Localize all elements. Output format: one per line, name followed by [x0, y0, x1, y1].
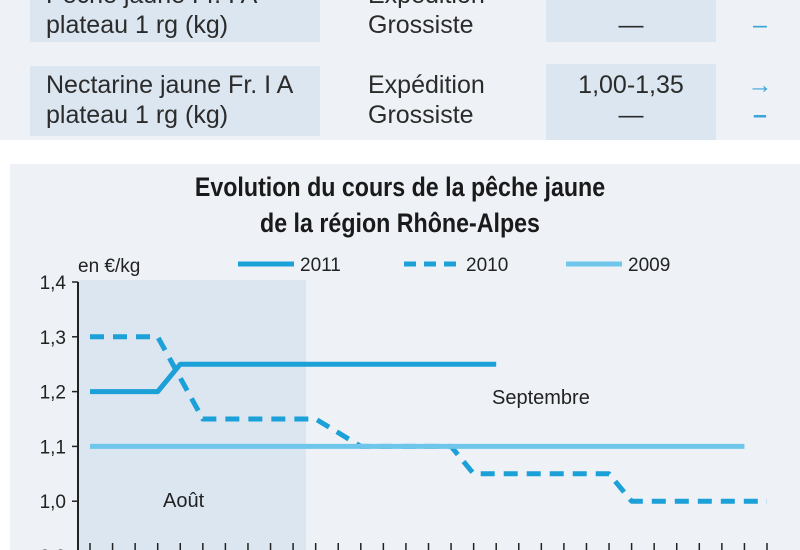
- product-cell: Pêche jaune Fr. I A plateau 1 rg (kg): [30, 0, 320, 42]
- price-grossiste: —: [618, 101, 644, 129]
- y-tick-label: 1,0: [40, 492, 66, 513]
- stage-grossiste: Grossiste: [368, 11, 474, 39]
- trend-grossiste: –: [753, 101, 767, 129]
- trend-cell: → –: [730, 70, 790, 130]
- series-line-2010: [90, 334, 767, 504]
- stage-cell: Expédition Grossiste: [368, 70, 538, 130]
- stage-grossiste: Grossiste: [368, 101, 474, 129]
- trend-expedition: –: [730, 0, 790, 10]
- y-tick-label: 1,1: [40, 437, 66, 458]
- trend-grossiste: –: [753, 11, 767, 39]
- price-cell: — —: [546, 0, 716, 42]
- price-expedition: —: [546, 0, 716, 10]
- product-name: Nectarine jaune Fr. I A: [46, 71, 294, 99]
- chart-title: Evolution du cours de la pêche jaune: [194, 172, 606, 202]
- y-tick-label: 0,9: [40, 547, 66, 550]
- stage-expedition: Expédition: [368, 71, 485, 99]
- trend-cell: – –: [730, 0, 790, 40]
- annotation-aout: Août: [163, 490, 205, 512]
- stage-cell: Expédition Grossiste: [368, 0, 538, 40]
- table-row: Nectarine jaune Fr. I A plateau 1 rg (kg…: [0, 64, 800, 140]
- product-unit: plateau 1 rg (kg): [46, 11, 229, 39]
- y-tick-label: 1,4: [40, 273, 67, 294]
- product-name: Pêche jaune Fr. I A: [46, 0, 320, 10]
- y-tick-label: 1,2: [40, 383, 66, 404]
- series-line-2011: [90, 361, 497, 395]
- y-axis-unit: en €/kg: [78, 256, 140, 277]
- y-tick-label: 1,3: [40, 328, 66, 349]
- price-cell: 1,00-1,35 —: [546, 64, 716, 140]
- august-shade: [78, 280, 306, 550]
- price-table: Pêche jaune Fr. I A plateau 1 rg (kg) Ex…: [0, 0, 800, 140]
- trend-arrow-icon: →: [747, 71, 773, 99]
- legend-label-2009: 2009: [628, 255, 670, 276]
- price-expedition: 1,00-1,35: [578, 71, 684, 99]
- table-row: Pêche jaune Fr. I A plateau 1 rg (kg) Ex…: [0, 0, 800, 62]
- legend-label-2011: 2011: [300, 255, 341, 276]
- chart-subtitle: de la région Rhône-Alpes: [260, 208, 540, 238]
- legend-label-2010: 2010: [466, 255, 508, 276]
- annotation-septembre: Septembre: [492, 387, 590, 409]
- product-cell: Nectarine jaune Fr. I A plateau 1 rg (kg…: [30, 66, 320, 136]
- price-grossiste: —: [618, 11, 644, 39]
- product-unit: plateau 1 rg (kg): [46, 101, 229, 129]
- stage-expedition: Expédition: [368, 0, 538, 10]
